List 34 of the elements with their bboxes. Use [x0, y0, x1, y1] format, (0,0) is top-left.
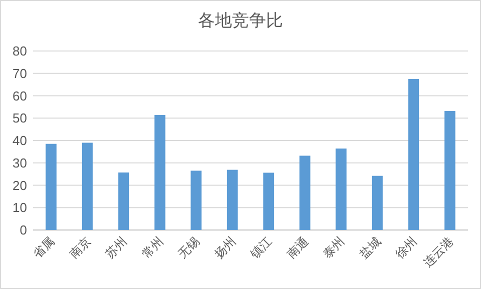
- x-tick-label: 扬州: [212, 234, 238, 262]
- y-tick-label: 30: [12, 155, 27, 170]
- y-tick-label: 50: [12, 110, 27, 126]
- x-tick-label: 盐城: [356, 234, 384, 262]
- bar: [444, 110, 456, 230]
- x-tick-label: 苏州: [102, 234, 130, 262]
- x-tick-label: 泰州: [320, 234, 348, 262]
- x-tick-label: 常州: [139, 234, 166, 262]
- y-tick-label: 80: [12, 44, 27, 58]
- bar: [408, 78, 420, 230]
- y-tick-label: 10: [12, 200, 27, 216]
- y-tick-label: 40: [12, 133, 27, 148]
- x-tick-label: 连云港: [420, 234, 456, 270]
- bar: [118, 172, 130, 230]
- x-tick-label: 无锡: [175, 234, 202, 262]
- bar: [299, 156, 310, 230]
- bar: [226, 170, 238, 230]
- y-tick-label: 60: [12, 88, 27, 104]
- x-tick-label: 镇江: [247, 234, 275, 262]
- bar: [190, 170, 202, 230]
- bar: [154, 114, 166, 230]
- y-tick-label: 20: [12, 178, 27, 193]
- y-tick-label: 0: [20, 222, 27, 238]
- bar: [82, 142, 93, 230]
- x-tick-label: 徐州: [392, 234, 420, 262]
- bar: [372, 176, 383, 230]
- bar: [336, 148, 347, 230]
- x-tick-label: 南通: [284, 234, 311, 262]
- chart-title: 各地竞争比: [198, 11, 283, 30]
- y-tick-label: 70: [12, 66, 27, 81]
- bar: [263, 172, 274, 230]
- x-tick-label: 南京: [66, 234, 94, 262]
- x-tick-label: 省属: [30, 234, 58, 262]
- bar: [46, 144, 57, 230]
